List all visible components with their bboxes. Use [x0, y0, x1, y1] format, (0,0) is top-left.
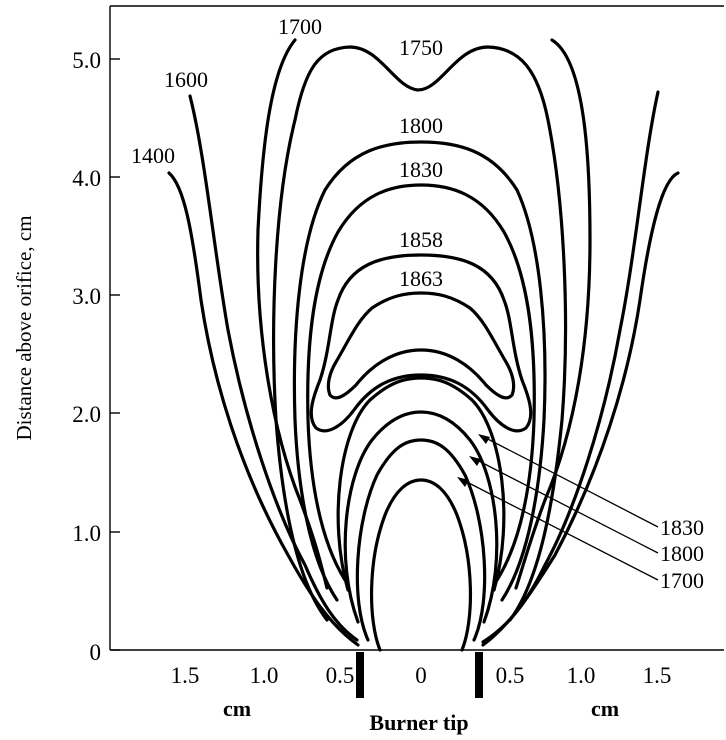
burner-tip-marks	[356, 652, 483, 698]
isotherm-inner-outer	[336, 376, 506, 592]
callout-labels: 1830 1800 1700	[660, 515, 704, 593]
isotherm-1750	[272, 45, 568, 622]
left-unit-label: cm	[223, 696, 251, 721]
isotherm-1863	[326, 291, 516, 400]
burner-wall-right	[475, 652, 483, 698]
y-axis-title: Distance above orifice, cm	[12, 215, 36, 440]
pointer-1700	[460, 478, 659, 581]
arrowhead-1700	[457, 477, 469, 487]
isotherm-label-1750: 1750	[399, 35, 443, 60]
isotherm-1700-right	[514, 38, 592, 590]
y-tick-label: 3.0	[72, 284, 101, 309]
pointer-1830	[481, 435, 659, 528]
x-tick-label: 1.0	[250, 663, 279, 688]
isotherm-label-1830: 1830	[399, 157, 443, 182]
isotherm-1400-left	[167, 171, 360, 647]
y-tick-labels: 0 1.0 2.0 3.0 4.0 5.0	[72, 48, 101, 665]
isotherm-label-1600: 1600	[164, 67, 208, 92]
isotherm-inner-1830	[343, 410, 499, 624]
isotherm-1858	[309, 253, 533, 433]
isotherm-labels: 1400 1600 1700 1750 1800 1830 1858 1863	[131, 14, 443, 291]
pointer-1800	[472, 457, 659, 554]
callout-label-1830: 1830	[660, 515, 704, 540]
y-tick-label: 1.0	[72, 521, 101, 546]
isotherm-inner-1700	[370, 478, 472, 652]
x-tick-label: 0.5	[496, 663, 525, 688]
isotherm-contours	[167, 38, 680, 652]
isotherm-label-1400: 1400	[131, 143, 175, 168]
arrowhead-1800	[469, 456, 481, 466]
y-tick-label: 5.0	[72, 48, 101, 73]
x-tick-label: 1.0	[567, 663, 596, 688]
isotherm-1400-right	[481, 171, 680, 647]
x-axis-title: Burner tip	[369, 710, 468, 735]
isotherm-1700-left	[256, 38, 329, 590]
y-tick-label: 2.0	[72, 402, 101, 427]
x-tick-label: 0.5	[326, 663, 355, 688]
callout-label-1800: 1800	[660, 541, 704, 566]
arrowhead-1830	[478, 434, 490, 444]
isotherm-label-1700: 1700	[278, 14, 322, 39]
isotherm-label-1800: 1800	[399, 113, 443, 138]
isotherm-1830	[306, 183, 536, 582]
callout-label-1700: 1700	[660, 568, 704, 593]
x-tick-label: 1.5	[643, 663, 672, 688]
y-tick-label: 4.0	[72, 166, 101, 191]
plot-frame	[109, 5, 724, 651]
right-unit-label: cm	[591, 696, 619, 721]
x-tick-label: 1.5	[171, 663, 200, 688]
callout-pointers	[457, 434, 659, 581]
isotherm-label-1858: 1858	[399, 227, 443, 252]
isotherm-1600-left	[188, 94, 359, 642]
isotherm-1600-right	[481, 90, 660, 644]
isotherm-1800	[292, 140, 547, 602]
isotherm-label-1863: 1863	[399, 266, 443, 291]
x-tick-labels: 1.5 1.0 0.5 0 0.5 1.0 1.5	[171, 663, 672, 688]
y-ticks	[110, 58, 120, 651]
burner-wall-left	[356, 652, 364, 698]
isotherm-inner-1800	[355, 438, 487, 642]
y-tick-label: 0	[90, 640, 102, 665]
x-tick-label: 0	[415, 663, 427, 688]
